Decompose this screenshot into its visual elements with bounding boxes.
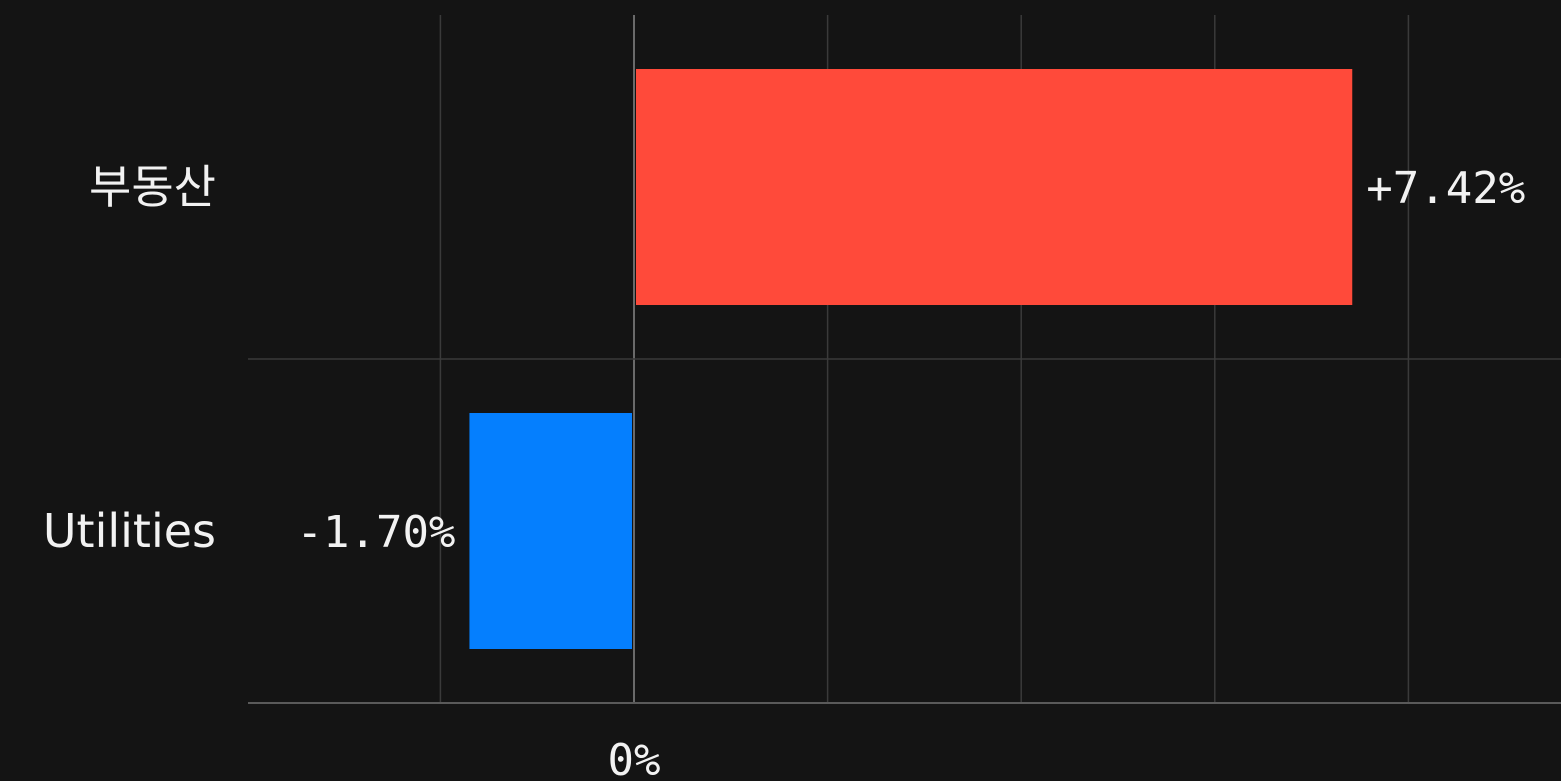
bar [636, 69, 1353, 305]
x-tick-label: 0% [608, 735, 661, 781]
category-label: Utilities [43, 504, 216, 558]
value-label: -1.70% [296, 507, 455, 558]
bar [469, 413, 632, 649]
value-label: +7.42% [1366, 163, 1525, 214]
bars [469, 69, 1353, 649]
category-label: 부동산 [89, 160, 216, 214]
labels: 부동산 +7.42% Utilities -1.70% 0% [43, 160, 1525, 781]
